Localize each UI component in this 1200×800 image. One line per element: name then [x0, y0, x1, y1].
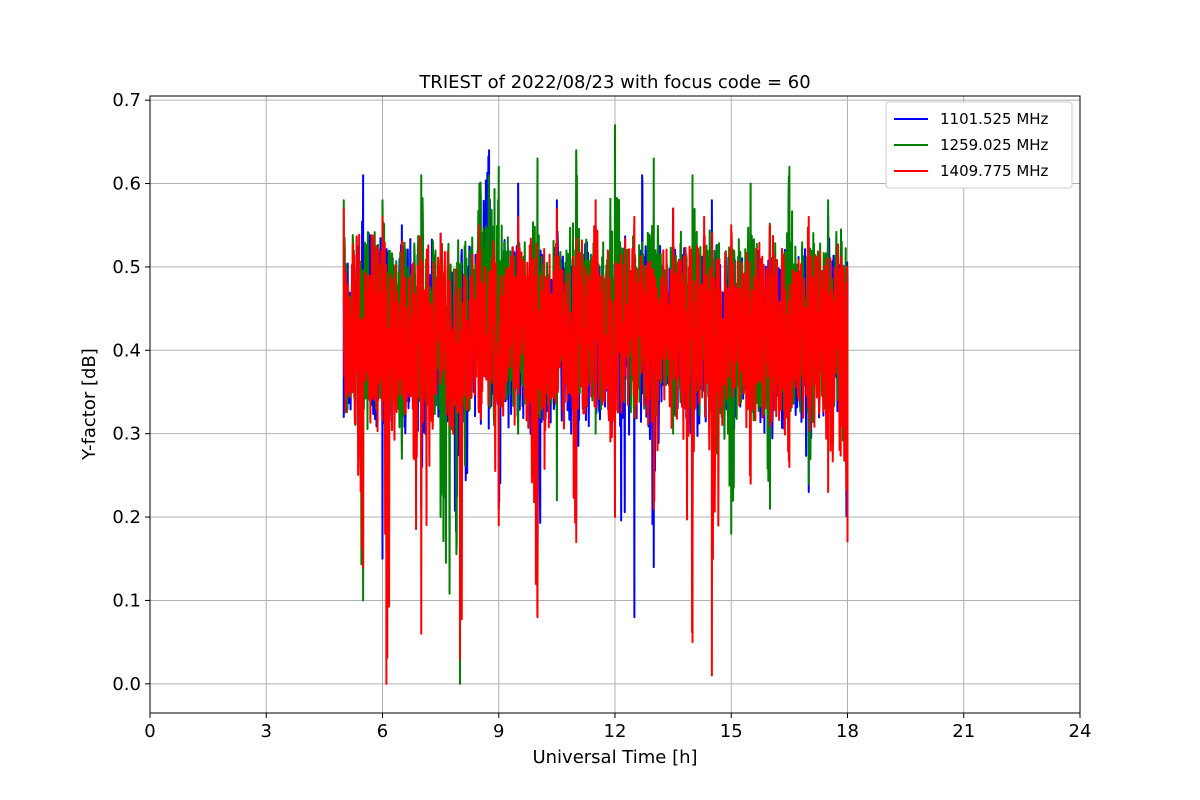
y-tick-label: 0.3: [112, 424, 141, 445]
y-axis-label: Y-factor [dB]: [79, 348, 100, 461]
x-tick-label: 3: [261, 721, 272, 742]
x-tick-label: 9: [493, 721, 504, 742]
x-tick-label: 0: [144, 721, 155, 742]
y-tick-label: 0.6: [112, 174, 141, 195]
legend-label-1409-mhz: 1409.775 MHz: [940, 162, 1049, 180]
series-layer: [342, 124, 849, 685]
y-tick-label: 0.2: [112, 507, 141, 528]
legend: 1101.525 MHz 1259.025 MHz 1409.775 MHz: [885, 101, 1073, 189]
x-tick-label: 21: [952, 721, 975, 742]
x-tick-label: 6: [377, 721, 388, 742]
legend-box: [885, 101, 1073, 189]
x-tick-label: 24: [1069, 721, 1092, 742]
x-tick-label: 12: [604, 721, 627, 742]
x-tick-label: 18: [836, 721, 859, 742]
legend-label-1259-mhz: 1259.025 MHz: [940, 136, 1049, 154]
y-tick-label: 0.4: [112, 340, 141, 361]
series-line-1409-mhz: [342, 199, 849, 685]
tick-layer: 0 3 6 9 12 15 18 21 24 0.0 0.1 0.2 0.3 0.4 0.5 0.6 0.7: [112, 90, 1091, 742]
chart-title: TRIEST of 2022/08/23 with focus code = 6…: [418, 72, 810, 93]
legend-label-1101-mhz: 1101.525 MHz: [940, 110, 1049, 128]
y-tick-label: 0.5: [112, 257, 141, 278]
x-axis-label: Universal Time [h]: [532, 747, 697, 768]
y-tick-label: 0.1: [112, 590, 141, 611]
x-tick-label: 15: [720, 721, 743, 742]
y-tick-label: 0.7: [112, 90, 141, 111]
y-tick-label: 0.0: [112, 674, 141, 695]
